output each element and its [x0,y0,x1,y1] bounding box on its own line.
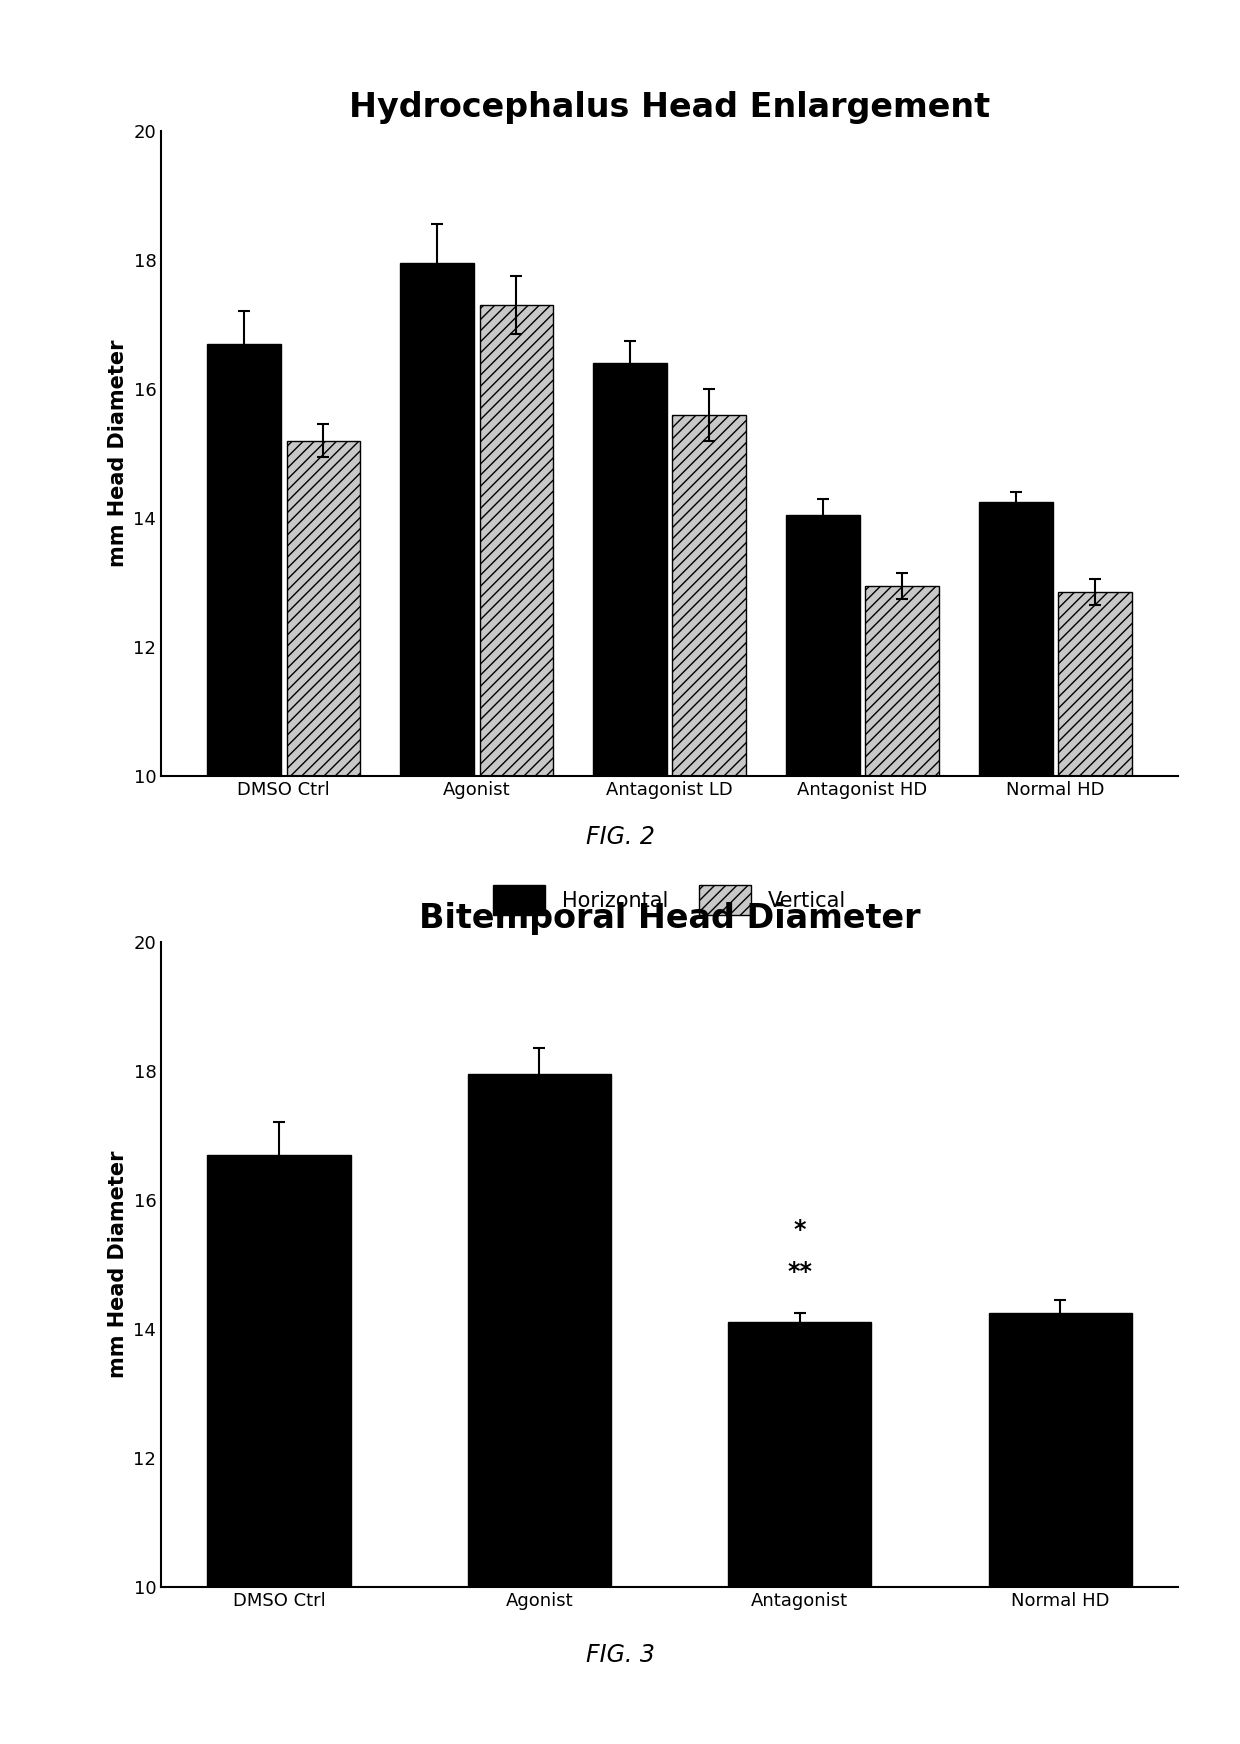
Bar [980,502,1053,1421]
Bar [480,305,553,1421]
Y-axis label: mm Head Diameter: mm Head Diameter [108,1151,128,1378]
Title: Hydrocephalus Head Enlargement: Hydrocephalus Head Enlargement [348,91,991,124]
Bar [988,1313,1132,1744]
Text: **: ** [787,1259,812,1284]
Text: FIG. 2: FIG. 2 [585,825,655,849]
Text: FIG. 3: FIG. 3 [585,1643,655,1667]
Bar [786,514,859,1421]
Title: Bitemporal Head Diameter: Bitemporal Head Diameter [419,902,920,935]
Bar [866,586,939,1421]
Bar [672,415,745,1421]
Legend: Horizontal, Vertical: Horizontal, Vertical [485,877,854,923]
Bar [594,363,667,1421]
Text: *: * [794,1217,806,1242]
Bar [207,344,280,1421]
Bar [1059,593,1132,1421]
Bar [401,263,474,1421]
Y-axis label: mm Head Diameter: mm Head Diameter [108,340,128,567]
Bar [467,1074,611,1744]
Bar [286,441,360,1421]
Bar [207,1155,351,1744]
Bar [728,1322,872,1744]
